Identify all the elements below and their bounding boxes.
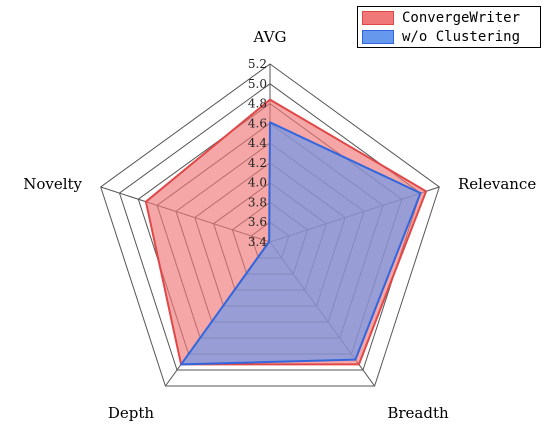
axis-label-avg: AVG xyxy=(253,28,287,46)
tick-label: 5.2 xyxy=(248,57,267,71)
radar-axis-labels: AVG Relevance Breadth Depth Novelty xyxy=(23,28,536,422)
series-area-w-o-clustering xyxy=(180,121,422,366)
legend: ConvergeWriter w/o Clustering xyxy=(357,6,541,48)
tick-label: 4.8 xyxy=(248,97,267,111)
legend-label-wo-clustering: w/o Clustering xyxy=(402,29,521,45)
tick-label: 3.4 xyxy=(248,235,267,249)
tick-label: 5.0 xyxy=(248,77,267,91)
legend-swatch-convergewriter xyxy=(362,11,394,25)
legend-item-convergewriter: ConvergeWriter xyxy=(362,9,520,27)
tick-label: 4.6 xyxy=(248,116,267,130)
legend-swatch-wo-clustering xyxy=(362,30,394,44)
grid-ring xyxy=(100,63,440,387)
tick-label: 4.4 xyxy=(248,136,267,150)
legend-item-wo-clustering: w/o Clustering xyxy=(362,28,520,46)
tick-label: 4.0 xyxy=(248,176,267,190)
tick-label: 3.6 xyxy=(248,215,267,229)
radar-series xyxy=(144,98,428,366)
legend-label-convergewriter: ConvergeWriter xyxy=(402,10,521,26)
axis-label-relevance: Relevance xyxy=(458,175,536,193)
tick-label: 4.2 xyxy=(248,156,267,170)
axis-label-breadth: Breadth xyxy=(387,404,449,422)
tick-label: 3.8 xyxy=(248,195,267,209)
axis-label-depth: Depth xyxy=(108,404,155,422)
radar-tick-labels: 3.4 3.6 3.8 4.0 4.2 4.4 4.6 4.8 5.0 5.2 xyxy=(248,57,267,249)
axis-label-novelty: Novelty xyxy=(23,175,82,193)
